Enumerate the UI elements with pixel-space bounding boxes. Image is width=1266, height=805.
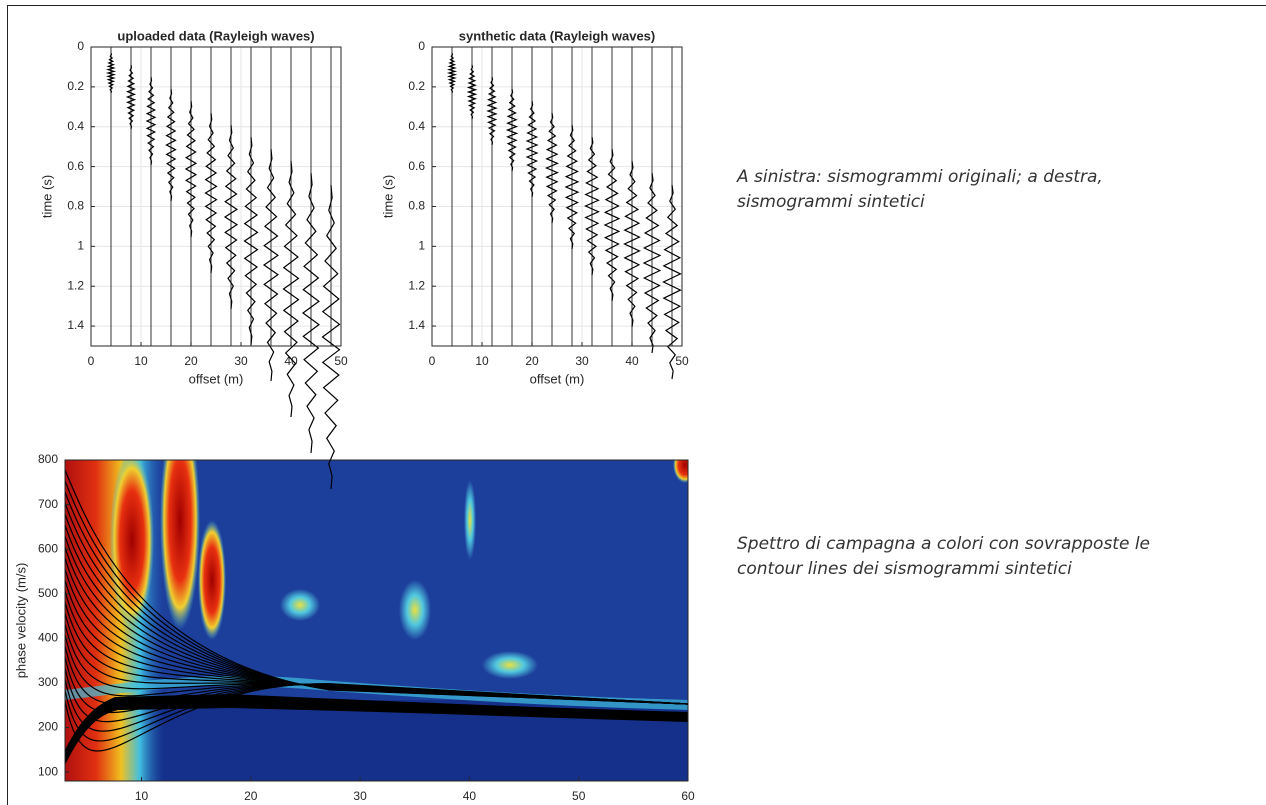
heat-ridge [65,675,688,710]
x-tick-label: 40 [463,789,477,803]
x-tick-label: 60 [681,789,695,803]
x-tick-label: 40 [625,354,639,368]
wiggle [564,124,580,250]
y-tick-label: 0.2 [408,79,425,93]
page-border [7,5,1266,805]
wiggle [321,184,341,490]
heat-blob [399,580,431,640]
y-tick-label: 0.8 [67,199,84,213]
x-tick-label: 20 [184,354,198,368]
heat-blob [280,589,320,621]
wiggle [204,112,218,274]
y-tick-label: 300 [38,675,58,689]
y-axis-label: time (s) [380,175,395,218]
wiggle [145,76,157,166]
x-tick-label: 20 [244,789,258,803]
x-tick-label: 20 [525,354,539,368]
wiggle [165,88,177,202]
x-axis-label: offset (m) [189,371,244,386]
wiggle [282,160,300,418]
wiggle [662,184,682,380]
plot-frame [64,459,689,782]
dispersion-band [65,694,688,765]
x-tick-label: 40 [284,354,298,368]
y-tick-label: 0 [418,39,425,53]
wiggle [603,148,621,302]
heat-blob [673,460,688,483]
y-tick-label: 600 [38,541,58,555]
chart-title: synthetic data (Rayleigh waves) [459,28,656,43]
y-tick-label: 1.2 [408,278,425,292]
x-tick-label: 30 [353,789,367,803]
y-tick-label: 0.2 [67,79,84,93]
y-tick-label: 1.4 [67,318,84,332]
heat-left [65,460,688,781]
wiggle [623,160,641,328]
y-tick-label: 0 [77,39,84,53]
spectrum-image [65,460,688,781]
wiggle [184,100,198,238]
x-axis-label: offset (m) [530,371,585,386]
y-tick-label: 1 [418,239,425,253]
plot-frame [431,46,683,347]
y-axis-label: time (s) [39,175,54,218]
wiggle [525,100,539,198]
heat-blob [198,520,226,640]
y-axis-label: phase velocity (m/s) [13,563,28,679]
y-tick-label: 0.4 [408,119,425,133]
x-tick-label: 0 [88,354,95,368]
x-tick-label: 0 [429,354,436,368]
wiggle [446,52,458,94]
y-tick-label: 400 [38,631,58,645]
wiggle [584,136,600,276]
y-tick-label: 800 [38,452,58,466]
x-tick-label: 10 [475,354,489,368]
wiggle [243,136,259,346]
y-tick-label: 1 [77,239,84,253]
wiggle [223,124,239,310]
y-tick-label: 0.4 [67,119,84,133]
y-tick-label: 1.2 [67,278,84,292]
contour-line [65,683,688,752]
wiggle [466,64,478,120]
heat-blob [160,460,200,630]
y-tick-label: 0.8 [408,199,425,213]
heat-blob [464,480,476,560]
caption: Spettro di campagna a colori con sovrapp… [737,534,1151,579]
wiggle [505,88,519,172]
x-tick-label: 30 [234,354,248,368]
wiggle [642,172,662,354]
y-tick-label: 0.6 [408,159,425,173]
y-tick-label: 1.4 [408,318,425,332]
heat-blob [482,651,538,679]
wiggle [262,148,279,382]
x-tick-label: 10 [134,354,148,368]
x-tick-label: 50 [675,354,689,368]
heat-blob [110,460,154,630]
y-tick-label: 200 [38,720,58,734]
contour-fan [65,469,688,752]
chart-title: uploaded data (Rayleigh waves) [117,28,314,43]
x-tick-label: 50 [334,354,348,368]
x-tick-label: 30 [575,354,589,368]
wiggle [105,52,117,94]
y-tick-label: 0.6 [67,159,84,173]
wiggle [301,172,320,454]
y-tick-label: 500 [38,586,58,600]
y-tick-label: 700 [38,497,58,511]
wiggle [125,64,137,130]
caption: A sinistra: sismogrammi originali; a des… [737,167,1103,212]
x-tick-label: 10 [135,789,149,803]
y-tick-label: 100 [38,764,58,778]
wiggle [486,76,498,146]
wiggle [544,112,559,224]
x-tick-label: 50 [572,789,586,803]
plot-frame [90,46,342,347]
